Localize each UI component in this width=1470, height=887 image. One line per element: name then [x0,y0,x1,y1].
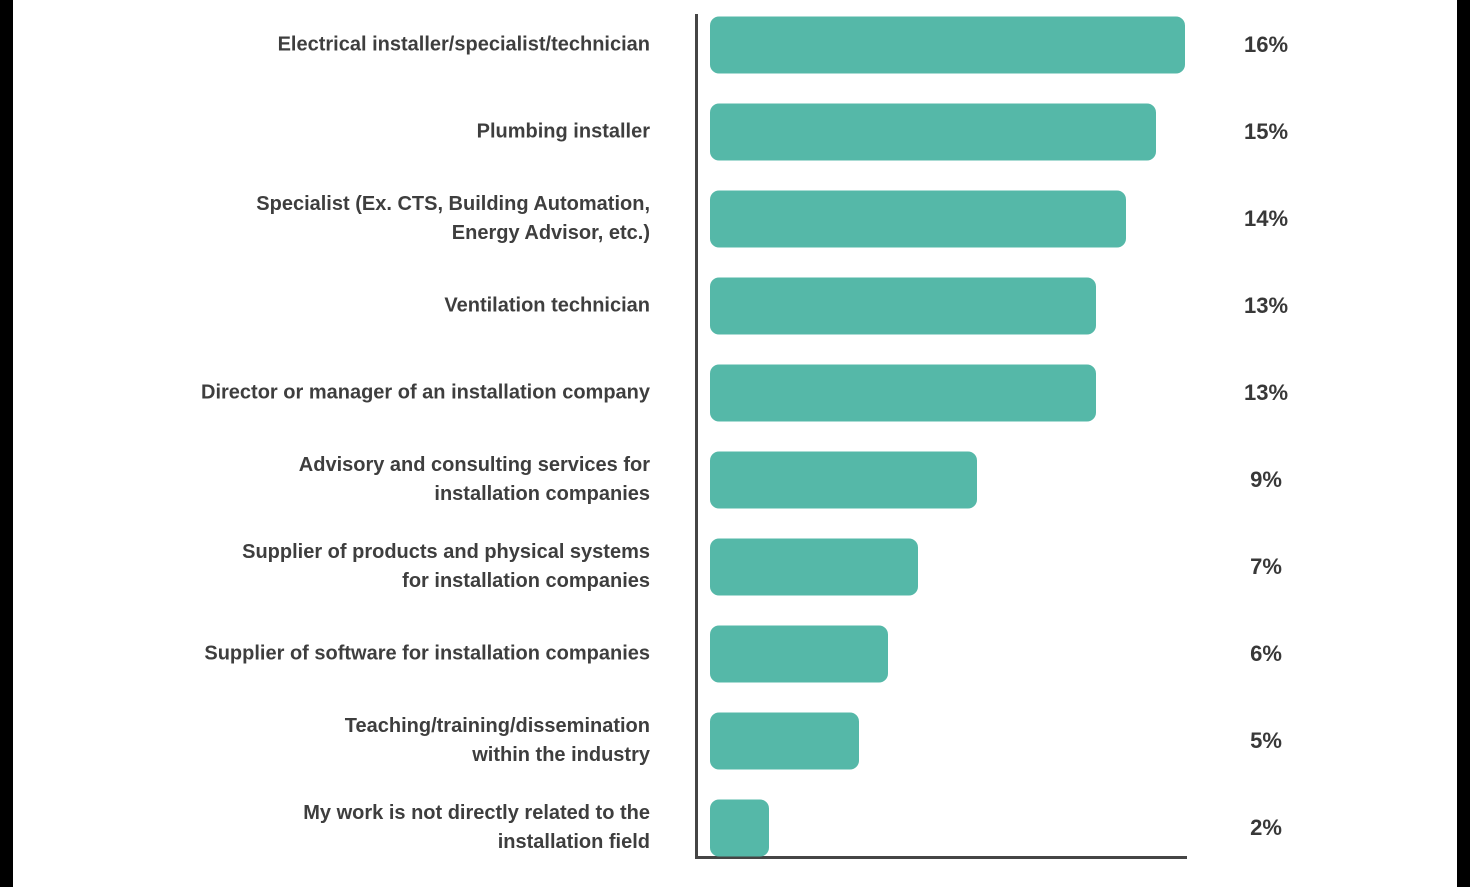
value-label: 13% [1243,380,1289,405]
chart-row: Plumbing installer 15% [13,88,1457,176]
bar [710,16,1186,74]
chart-row: Advisory and consulting services for ins… [13,436,1457,524]
category-label: Director or manager of an installation c… [201,381,650,404]
letterbox-left [0,0,13,887]
chart-row: Teaching/training/dissemination within t… [13,697,1457,785]
bar [710,799,770,857]
bar [710,277,1097,335]
chart-row: My work is not directly related to the i… [13,784,1457,872]
x-axis-line [695,856,1187,859]
value-label: 9% [1250,467,1282,492]
chart-row: Specialist (Ex. CTS, Building Automation… [13,175,1457,263]
value-label: 16% [1243,32,1289,57]
bar-chart: Electrical installer/specialist/technici… [13,0,1457,887]
category-label: Ventilation technician [444,294,650,317]
bar [710,538,918,596]
bar [710,364,1097,422]
value-label: 14% [1243,206,1289,231]
category-label: Specialist (Ex. CTS, Building Automation… [256,193,650,244]
category-label: Advisory and consulting services for ins… [298,454,650,505]
chart-row: Director or manager of an installation c… [13,349,1457,437]
chart-row: Supplier of products and physical system… [13,523,1457,611]
value-label: 6% [1250,641,1282,666]
bar [710,451,978,509]
y-axis-line [695,14,698,859]
chart-row: Ventilation technician 13% [13,262,1457,350]
value-label: 15% [1243,119,1289,144]
category-label: Supplier of software for installation co… [204,642,650,665]
chart-row: Supplier of software for installation co… [13,610,1457,698]
bar [710,625,889,683]
chart-row: Electrical installer/specialist/technici… [13,1,1457,89]
value-label: 2% [1250,815,1282,840]
value-label: 5% [1250,728,1282,753]
chart-page: Electrical installer/specialist/technici… [13,0,1457,887]
bar [710,712,859,770]
category-label: My work is not directly related to the i… [303,802,650,853]
category-label: Electrical installer/specialist/technici… [277,33,650,56]
category-label: Plumbing installer [476,120,650,143]
category-label: Supplier of products and physical system… [242,541,650,592]
value-label: 13% [1243,293,1289,318]
value-label: 7% [1250,554,1282,579]
bar [710,103,1156,161]
bar [710,190,1126,248]
category-label: Teaching/training/dissemination within t… [344,715,650,766]
letterbox-right [1457,0,1470,887]
